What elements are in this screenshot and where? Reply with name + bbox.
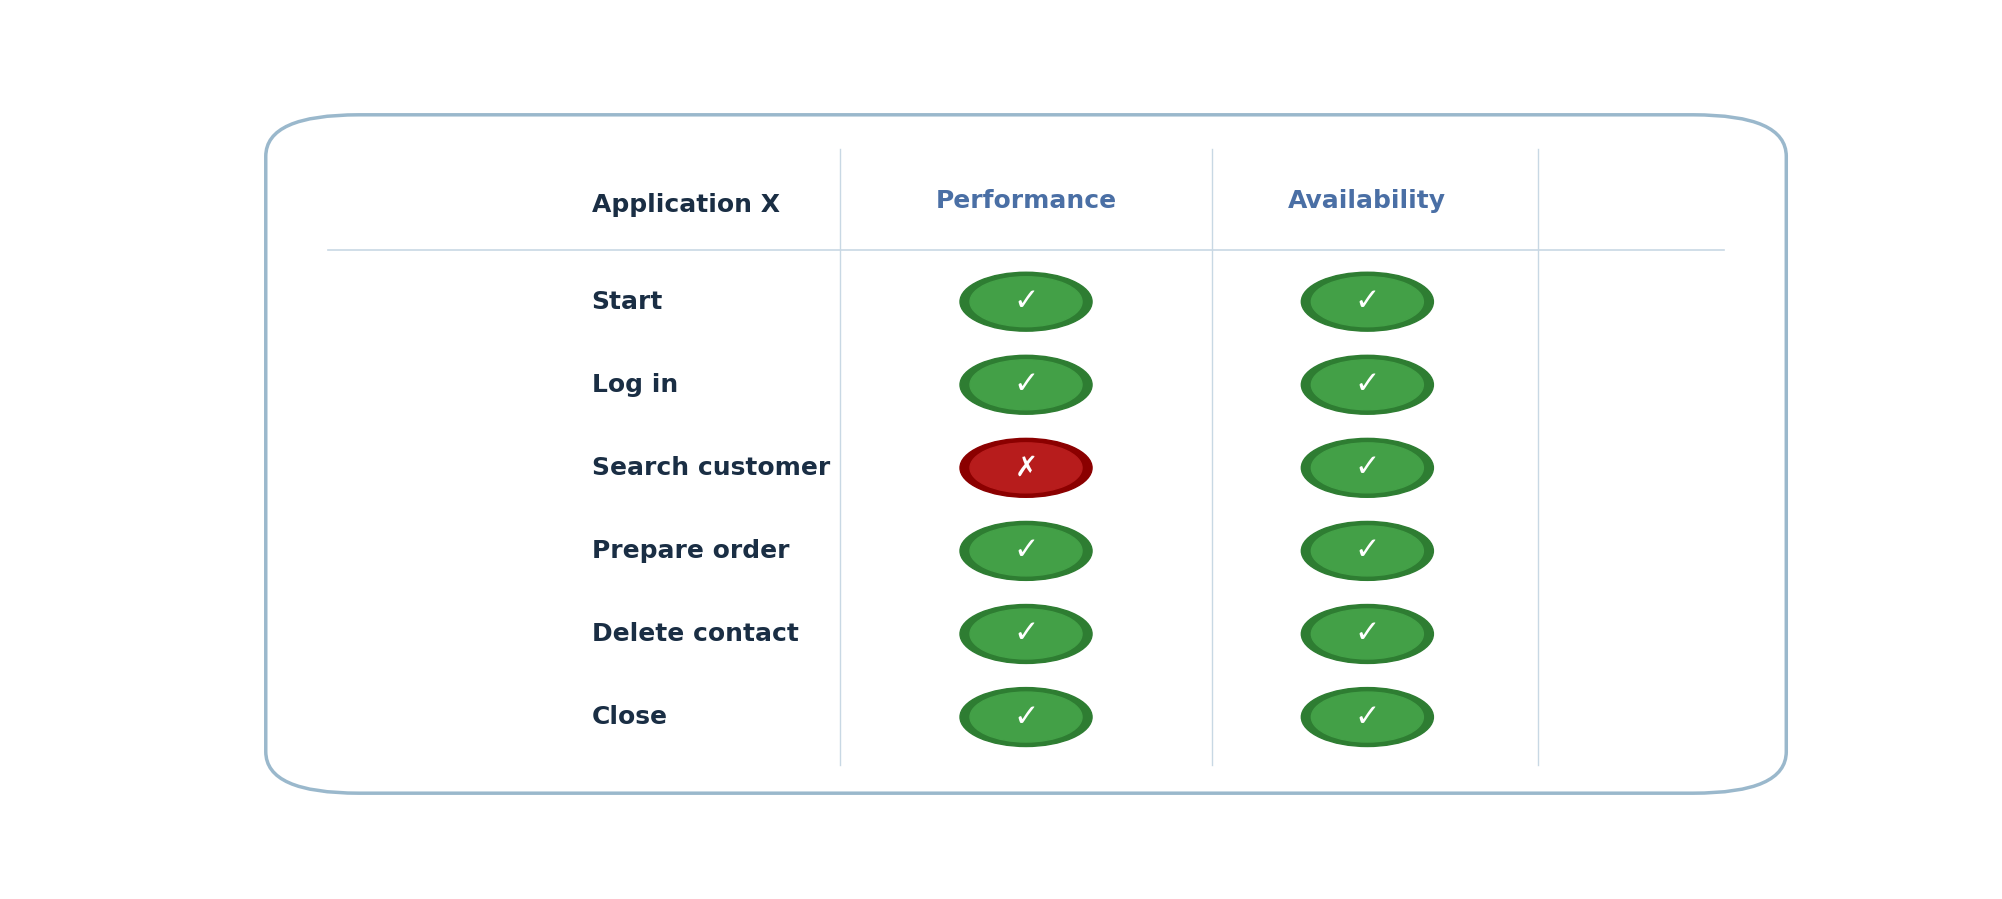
- Text: Search customer: Search customer: [593, 456, 831, 480]
- Text: ✓: ✓: [1355, 537, 1379, 565]
- Circle shape: [961, 688, 1091, 746]
- Text: Close: Close: [593, 705, 667, 729]
- Circle shape: [971, 609, 1081, 659]
- Text: ✓: ✓: [1013, 287, 1039, 316]
- Circle shape: [1301, 604, 1433, 663]
- Circle shape: [961, 272, 1091, 331]
- Circle shape: [961, 521, 1091, 581]
- Text: ✓: ✓: [1355, 370, 1379, 399]
- Text: ✗: ✗: [1015, 454, 1037, 482]
- Circle shape: [961, 355, 1091, 414]
- Circle shape: [1311, 277, 1423, 326]
- Text: Log in: Log in: [593, 373, 679, 396]
- Text: ✓: ✓: [1355, 453, 1379, 483]
- FancyBboxPatch shape: [266, 115, 1786, 793]
- Circle shape: [961, 604, 1091, 663]
- Circle shape: [1301, 439, 1433, 497]
- Circle shape: [1301, 521, 1433, 581]
- Text: ✓: ✓: [1013, 702, 1039, 732]
- Text: Performance: Performance: [935, 190, 1117, 213]
- Circle shape: [1311, 609, 1423, 659]
- Circle shape: [971, 692, 1081, 742]
- Circle shape: [961, 439, 1091, 497]
- Circle shape: [1301, 355, 1433, 414]
- Circle shape: [1301, 272, 1433, 331]
- Text: ✓: ✓: [1355, 619, 1379, 648]
- Text: ✓: ✓: [1013, 537, 1039, 565]
- Text: Delete contact: Delete contact: [593, 622, 799, 646]
- Circle shape: [971, 443, 1081, 493]
- Text: ✓: ✓: [1013, 370, 1039, 399]
- Circle shape: [971, 360, 1081, 410]
- Circle shape: [1311, 443, 1423, 493]
- Text: ✓: ✓: [1355, 702, 1379, 732]
- Text: Prepare order: Prepare order: [593, 539, 789, 563]
- Text: Application X: Application X: [593, 192, 779, 217]
- Circle shape: [1301, 688, 1433, 746]
- Circle shape: [971, 526, 1081, 576]
- Text: ✓: ✓: [1355, 287, 1379, 316]
- Circle shape: [1311, 360, 1423, 410]
- Text: Availability: Availability: [1289, 190, 1445, 213]
- Text: ✓: ✓: [1013, 619, 1039, 648]
- Circle shape: [1311, 526, 1423, 576]
- Text: Start: Start: [593, 289, 663, 314]
- Circle shape: [971, 277, 1081, 326]
- Circle shape: [1311, 692, 1423, 742]
